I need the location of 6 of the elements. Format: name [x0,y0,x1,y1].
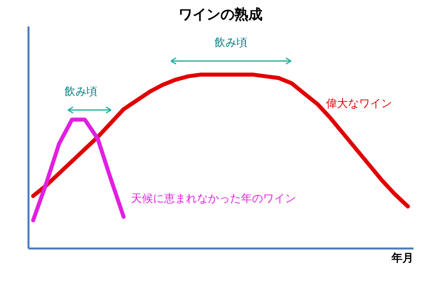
annotation: 飲み頃 [64,85,98,98]
chart-title: ワインの熟成 [178,6,262,23]
series-label: 偉大なワイン [326,97,392,110]
x-axis-title: 年月 [390,252,414,264]
series-label: 天候に恵まれなかった年のワイン [131,192,296,205]
text: 飲み頃 [214,36,248,49]
